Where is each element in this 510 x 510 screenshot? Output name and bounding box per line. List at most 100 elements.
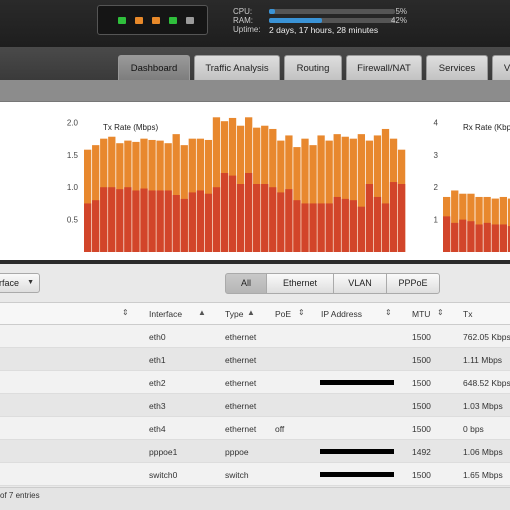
- tab-dashboard[interactable]: Dashboard: [118, 55, 190, 80]
- cell-type: pppoe: [225, 447, 249, 457]
- y-tick-label: 0.5: [67, 216, 79, 225]
- sort-icon[interactable]: ⇕: [298, 308, 305, 317]
- tab-services[interactable]: Services: [426, 55, 488, 80]
- port-eth2-led[interactable]: [152, 17, 160, 24]
- ram-bar: [269, 18, 395, 23]
- filter-pppoe-button[interactable]: PPPoE: [386, 273, 440, 294]
- port-eth4-led[interactable]: [186, 17, 194, 24]
- bar-low: [467, 221, 475, 252]
- bar-high: [373, 135, 382, 252]
- sort-icon[interactable]: ⇕: [122, 308, 129, 317]
- tab-truncated[interactable]: V: [492, 55, 510, 80]
- table-row[interactable]: pppoe1 pppoe 1492 1.06 Mbps: [0, 440, 510, 463]
- ram-label: RAM:: [233, 16, 253, 25]
- table-row[interactable]: eth4 ethernet off 1500 0 bps: [0, 417, 510, 440]
- col-mtu[interactable]: MTU: [412, 309, 431, 319]
- bar-low: [269, 187, 277, 252]
- bar-low: [507, 226, 510, 252]
- cell-mtu: 1500: [412, 401, 431, 411]
- bar-low: [475, 224, 483, 252]
- col-tx[interactable]: Tx: [463, 309, 473, 319]
- port-eth1-led[interactable]: [135, 17, 143, 24]
- bar-high: [212, 117, 221, 253]
- cell-tx: 0 bps: [463, 424, 484, 434]
- cell-interface: eth3: [149, 401, 166, 411]
- interface-dropdown-label: rface: [0, 278, 20, 288]
- sort-asc-icon[interactable]: ▲: [247, 308, 255, 317]
- bar-low: [204, 193, 213, 252]
- cpu-bar-fill: [269, 9, 276, 14]
- bar-low: [116, 189, 124, 252]
- table-row[interactable]: eth0 ethernet 1500 762.05 Kbps: [0, 325, 510, 348]
- bar-low: [317, 203, 325, 252]
- bar-low: [164, 190, 172, 252]
- cell-type: ethernet: [225, 401, 257, 411]
- bar-low: [196, 190, 204, 252]
- bar-low: [140, 188, 148, 252]
- filter-vlan-button[interactable]: VLAN: [333, 273, 387, 294]
- table-row[interactable]: switch0 switch 1500 1.65 Mbps: [0, 463, 510, 486]
- bar-low: [301, 203, 309, 252]
- cell-interface: eth4: [149, 424, 166, 434]
- filter-all-button[interactable]: All: [225, 273, 267, 294]
- port-eth0-led[interactable]: [118, 17, 126, 24]
- filter-ethernet-button[interactable]: Ethernet: [266, 273, 334, 294]
- ram-percent: 42%: [390, 16, 407, 25]
- bar-low: [172, 195, 180, 252]
- cell-tx: 648.52 Kbps: [463, 378, 510, 388]
- bar-low: [156, 190, 164, 252]
- col-type[interactable]: Type: [225, 309, 244, 319]
- cell-type: ethernet: [225, 424, 257, 434]
- bar-low: [220, 172, 229, 252]
- top-header: CPU: 5% RAM: 42% Uptime: 2 days, 17 hour…: [0, 0, 510, 47]
- cell-interface: switch0: [149, 470, 178, 480]
- port-status-panel: [97, 5, 208, 35]
- bar-low: [483, 222, 491, 252]
- cell-type: switch: [225, 470, 249, 480]
- cell-tx: 1.65 Mbps: [463, 470, 503, 480]
- col-poe[interactable]: PoE: [275, 309, 292, 319]
- col-interface[interactable]: Interface: [149, 309, 183, 319]
- bar-low: [228, 175, 237, 252]
- sort-icon[interactable]: ⇕: [385, 308, 392, 317]
- cell-mtu: 1500: [412, 332, 431, 342]
- col-ip-address[interactable]: IP Address: [321, 309, 362, 319]
- table-row[interactable]: eth1 ethernet 1500 1.11 Mbps: [0, 348, 510, 371]
- bar-low: [499, 224, 507, 252]
- cpu-stat: CPU: 5%: [233, 7, 473, 17]
- interfaces-panel: rface ▼ All Ethernet VLAN PPPoE ⇕ Interf…: [0, 264, 510, 510]
- main-tab-bar: Dashboard Traffic Analysis Routing Firew…: [0, 47, 510, 80]
- bar-low: [357, 206, 365, 252]
- cell-ip-redacted: [320, 472, 394, 477]
- y-tick-label: 2.0: [67, 118, 79, 127]
- bar-low: [491, 224, 499, 252]
- table-row[interactable]: eth2 ethernet 1500 648.52 Kbps: [0, 371, 510, 394]
- ram-bar-fill: [269, 18, 322, 23]
- bar-low: [397, 184, 406, 252]
- bar-low: [389, 182, 398, 252]
- sort-asc-icon[interactable]: ▲: [198, 308, 206, 317]
- bar-low: [309, 203, 317, 252]
- cell-mtu: 1500: [412, 424, 431, 434]
- bar-low: [188, 192, 196, 252]
- cell-tx: 1.11 Mbps: [463, 355, 503, 365]
- bar-high: [84, 149, 92, 252]
- interface-dropdown[interactable]: rface ▼: [0, 273, 40, 293]
- tab-firewall-nat[interactable]: Firewall/NAT: [346, 55, 422, 80]
- panel-divider[interactable]: [0, 260, 510, 264]
- table-row[interactable]: eth3 ethernet 1500 1.03 Mbps: [0, 394, 510, 417]
- cell-type: ethernet: [225, 378, 257, 388]
- bar-low: [180, 198, 188, 252]
- tab-routing[interactable]: Routing: [284, 55, 342, 80]
- y-tick-label: 1.5: [67, 151, 79, 160]
- chevron-down-icon: ▼: [27, 279, 34, 286]
- cell-tx: 762.05 Kbps: [463, 332, 510, 342]
- chart-title: Tx Rate (Mbps): [103, 123, 158, 132]
- bar-low: [245, 172, 253, 252]
- y-tick-label: 3: [434, 151, 439, 160]
- table-footer: of 7 entries: [0, 487, 510, 510]
- port-eth3-led[interactable]: [169, 17, 177, 24]
- y-tick-label: 1.0: [67, 183, 79, 192]
- sort-icon[interactable]: ⇕: [437, 308, 444, 317]
- tab-traffic-analysis[interactable]: Traffic Analysis: [194, 55, 280, 80]
